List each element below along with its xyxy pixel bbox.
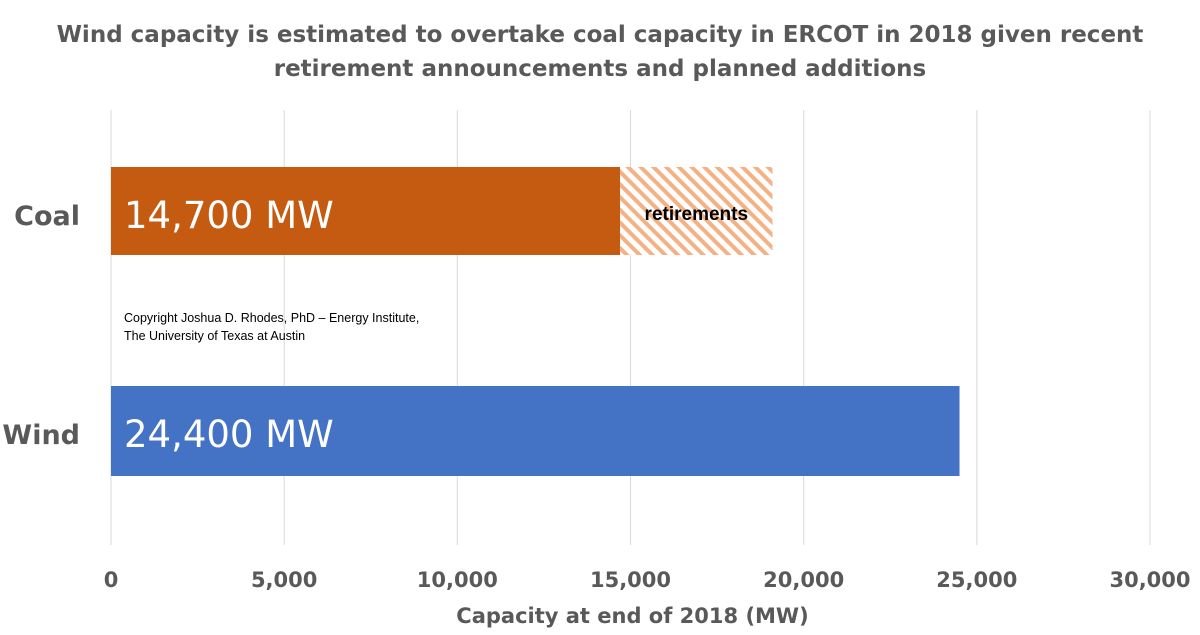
chart-title-line-2: retirement announcements and planned add…	[273, 56, 927, 82]
bar-coal	[111, 167, 621, 255]
chart-title-line-1: Wind capacity is estimated to overtake c…	[56, 22, 1144, 48]
bar-retirements	[620, 167, 773, 255]
category-label-coal: Coal	[14, 201, 80, 232]
x-tick-label: 20,000	[763, 568, 844, 592]
data-label-wind: 24,400 MW	[124, 413, 334, 456]
retirements-label: retirements	[645, 204, 749, 225]
x-tick-label: 15,000	[590, 568, 671, 592]
labels: 0 5,000 10,000 15,000 20,000 25,000 30,000 Capa…	[2, 194, 1190, 628]
x-tick-label: 10,000	[417, 568, 498, 592]
x-tick-label: 25,000	[936, 568, 1017, 592]
bars	[111, 167, 960, 476]
x-tick-label: 5,000	[251, 568, 317, 592]
data-label-coal: 14,700 MW	[124, 194, 334, 237]
x-tick-label: 30,000	[1109, 568, 1190, 592]
x-tick-label: 0	[104, 568, 119, 592]
category-label-wind: Wind	[2, 420, 80, 451]
bar-wind	[111, 386, 960, 476]
copyright-line-1: Copyright Joshua D. Rhodes, PhD – Energy…	[124, 311, 420, 325]
x-axis-label: Capacity at end of 2018 (MW)	[456, 604, 808, 628]
copyright-line-2: The University of Texas at Austin	[124, 329, 306, 343]
